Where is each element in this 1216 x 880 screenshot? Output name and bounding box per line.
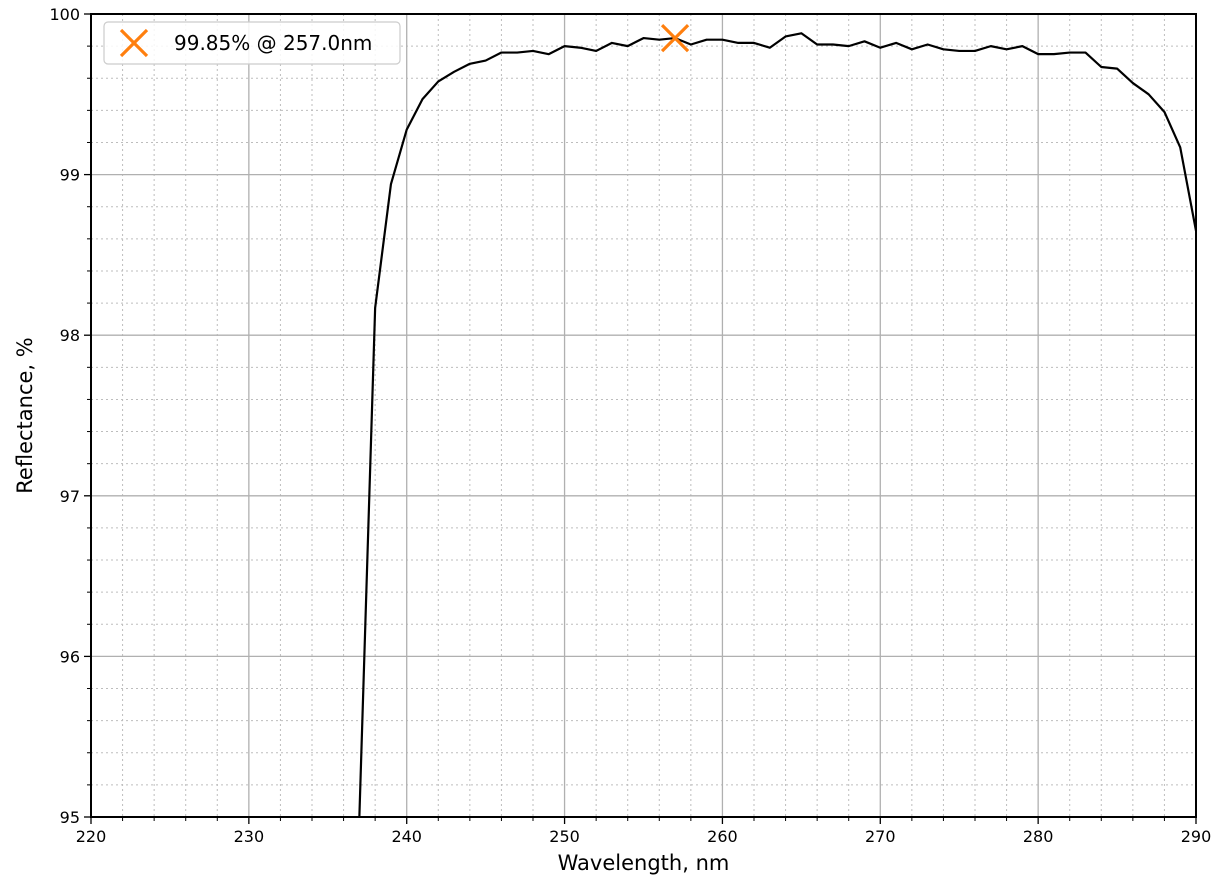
- y-tick-label: 95: [60, 808, 80, 827]
- legend-marker-stroke: [119, 28, 149, 58]
- y-tick-label: 97: [60, 487, 80, 506]
- tick-labels: 220 230 240 250 260 270 280 290 95 96 97 98 99 100: [49, 5, 1211, 846]
- y-tick-label: 99: [60, 166, 80, 185]
- x-tick-label: 230: [234, 827, 265, 846]
- peak-marker: [660, 23, 690, 53]
- minor-grid: [91, 14, 1196, 817]
- legend-marker-icon: [119, 28, 149, 58]
- legend: 99.85% @ 257.0nm: [103, 21, 401, 65]
- legend-box: [103, 21, 401, 65]
- y-axis-label: Reflectance, %: [13, 337, 37, 493]
- x-tick-label: 280: [1023, 827, 1054, 846]
- y-tick-label: 100: [49, 5, 80, 24]
- x-tick-label: 290: [1181, 827, 1212, 846]
- axis-ticks: [84, 13, 1197, 824]
- y-tick-label: 96: [60, 647, 80, 666]
- x-tick-label: 260: [707, 827, 738, 846]
- major-grid: [90, 13, 1197, 818]
- axes-frame: [90, 13, 1197, 818]
- x-tick-label: 250: [549, 827, 580, 846]
- legend-label: 99.85% @ 257.0nm: [174, 31, 372, 55]
- y-tick-label: 98: [60, 326, 80, 345]
- peak-marker-stroke: [660, 23, 690, 53]
- x-axis-label: Wavelength, nm: [558, 851, 730, 875]
- x-tick-label: 270: [865, 827, 896, 846]
- x-tick-label: 220: [76, 827, 107, 846]
- x-tick-label: 240: [391, 827, 422, 846]
- plot-area: [358, 23, 1198, 818]
- reflectance-series-line: [358, 32, 1198, 818]
